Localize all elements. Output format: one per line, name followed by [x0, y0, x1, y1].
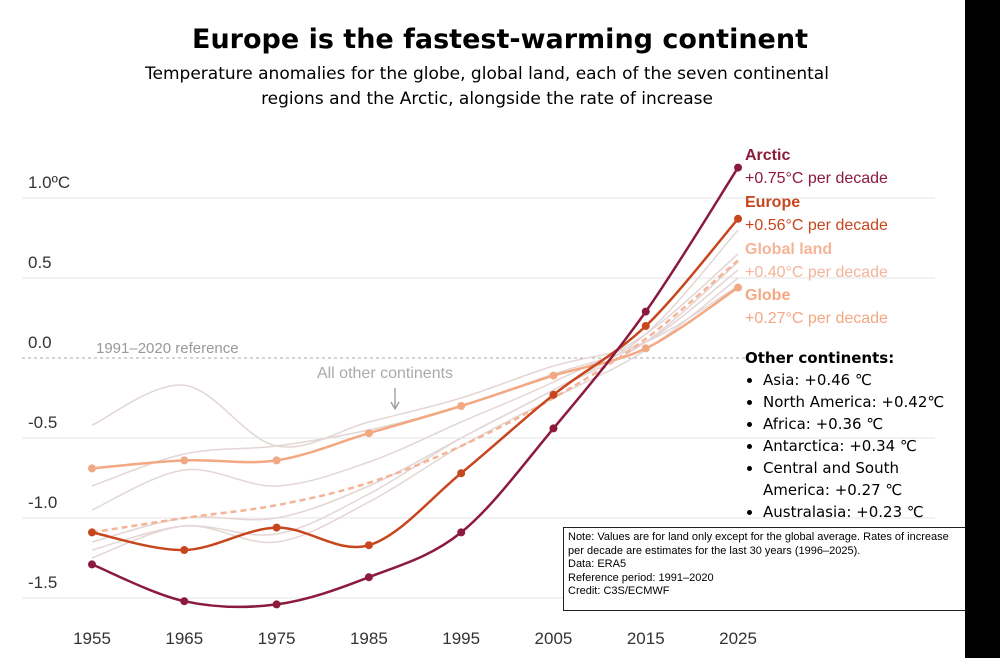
chart-subtitle: Temperature anomalies for the globe, glo…	[145, 64, 829, 109]
y-tick-label: -1.0	[28, 493, 57, 512]
data-point	[87, 528, 96, 537]
side-strip	[965, 0, 1000, 658]
note-line: Data: ERA5	[568, 558, 627, 570]
other-continents: Other continents: Asia: +0.46 ℃North Ame…	[745, 347, 960, 523]
y-tick-label: -1.5	[28, 573, 57, 592]
x-tick-label: 2025	[719, 629, 757, 648]
series-name: Global land	[745, 241, 832, 258]
other-continent-line	[91, 253, 739, 511]
other-continent-line	[91, 277, 739, 559]
data-point	[549, 390, 558, 399]
note-line: Note: Values are for land only except fo…	[568, 531, 949, 557]
series-line	[91, 217, 740, 552]
series-name: Arctic	[745, 147, 790, 164]
x-tick-label: 1975	[258, 629, 296, 648]
other-continent-item: North America: +0.42℃	[763, 391, 960, 413]
other-continent-item: Antarctica: +0.34 ℃	[763, 435, 960, 457]
data-point	[457, 469, 466, 478]
data-point	[641, 322, 650, 330]
other-continent-item: Asia: +0.46 ℃	[763, 369, 960, 391]
x-tick-label: 2005	[535, 629, 573, 648]
data-point	[734, 283, 743, 292]
x-tick-label: 1985	[350, 629, 388, 648]
data-point	[549, 424, 558, 433]
reference-label: 1991–2020 reference	[96, 340, 239, 357]
data-point	[457, 528, 466, 537]
x-tick-label: 1995	[442, 629, 480, 648]
note-line: Credit: C3S/ECMWF	[568, 585, 670, 597]
y-tick-label: 1.0ºC	[28, 173, 70, 192]
data-point	[457, 402, 466, 410]
x-tick-label: 1965	[165, 629, 203, 648]
data-point	[641, 344, 650, 353]
y-tick-label: 0.0	[28, 333, 52, 352]
x-tick-label: 1955	[73, 629, 111, 648]
other-continent-item: Australasia: +0.23 ℃	[763, 501, 960, 523]
other-continent-item: Central and South America: +0.27 ℃	[763, 457, 960, 501]
series-name: Globe	[745, 287, 790, 304]
data-point	[364, 573, 373, 582]
series-rate: +0.40°C per decade	[745, 264, 888, 281]
data-point	[272, 523, 281, 532]
y-tick-label: 0.5	[28, 253, 52, 272]
data-point	[641, 307, 650, 316]
other-continents-title: Other continents:	[745, 349, 895, 367]
series-rate: +0.27°C per decade	[745, 310, 888, 327]
other-continents-label: All other continents	[317, 365, 453, 382]
series-name: Europe	[745, 194, 800, 211]
other-label-arrow	[390, 388, 400, 411]
other-continent-item: Africa: +0.36 ℃	[763, 413, 960, 435]
data-point	[180, 597, 189, 606]
other-continents-list: Asia: +0.46 ℃North America: +0.42℃Africa…	[745, 369, 960, 523]
note-line: Reference period: 1991–2020	[568, 571, 714, 584]
data-point	[180, 546, 189, 554]
chart-title: Europe is the fastest-warming continent	[192, 24, 808, 55]
data-point	[272, 600, 281, 609]
note: Note: Values are for land only except fo…	[563, 527, 968, 611]
data-point	[87, 464, 96, 473]
other-continent-line	[91, 261, 739, 543]
data-point	[272, 456, 281, 465]
data-point	[734, 214, 743, 223]
data-point	[180, 456, 189, 465]
y-tick-label: -0.5	[28, 413, 57, 432]
x-tick-label: 2015	[627, 629, 665, 648]
series-line	[91, 259, 739, 534]
series-rate: +0.75°C per decade	[745, 170, 888, 187]
data-point	[549, 371, 558, 380]
data-point	[87, 560, 96, 569]
series-rate: +0.56°C per decade	[745, 217, 888, 234]
data-point	[364, 429, 373, 438]
data-point	[364, 541, 373, 550]
data-point	[734, 163, 743, 172]
